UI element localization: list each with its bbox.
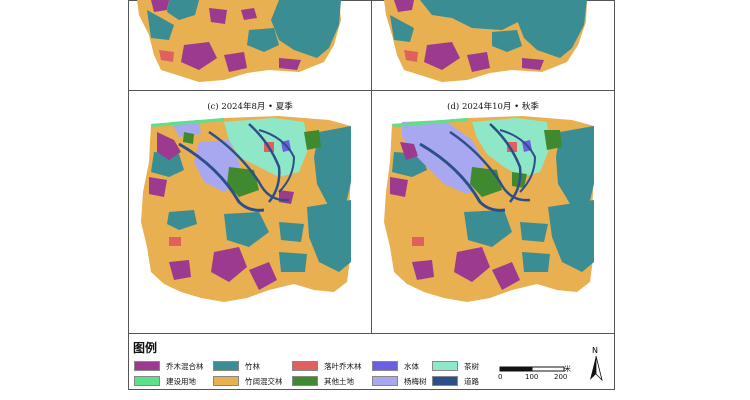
grid-line	[128, 333, 615, 334]
legend-item: 乔木混合林	[134, 360, 204, 372]
legend-title: 图例	[133, 341, 158, 355]
legend-item: 杨梅树	[372, 375, 427, 387]
legend-label: 竹阔混交林	[245, 376, 283, 386]
map-panel-a	[129, 0, 370, 90]
scale-label-100: 100	[525, 373, 539, 381]
scale-label-200: 200	[554, 373, 568, 381]
legend-label: 杨梅树	[404, 376, 427, 386]
legend-swatch	[213, 376, 239, 386]
legend-swatch	[134, 361, 160, 371]
map-panel-c	[129, 112, 370, 332]
legend-swatch	[292, 376, 318, 386]
legend-item: 茶树	[432, 360, 479, 372]
legend-label: 水体	[404, 361, 419, 371]
north-label: N	[592, 346, 598, 355]
legend-item: 落叶乔木林	[292, 360, 362, 372]
legend-swatch	[213, 361, 239, 371]
legend-item: 建设用地	[134, 375, 196, 387]
scale-unit: 米	[564, 365, 571, 373]
legend-item: 竹阔混交林	[213, 375, 283, 387]
panel-d-title: (d) 2024年10月 • 秋季	[447, 102, 539, 112]
legend-item: 水体	[372, 360, 419, 372]
legend-swatch	[432, 376, 458, 386]
legend-label: 落叶乔木林	[324, 361, 362, 371]
legend-label: 其他土地	[324, 376, 354, 386]
legend-item: 道路	[432, 375, 479, 387]
map-panel-b	[372, 0, 614, 90]
legend-swatch	[432, 361, 458, 371]
map-panel-d	[372, 112, 614, 332]
legend-label: 茶树	[464, 361, 479, 371]
legend-item: 竹林	[213, 360, 260, 372]
legend-label: 建设用地	[166, 376, 196, 386]
scale-bar: 0 100 200 米	[498, 364, 571, 386]
legend-swatch	[372, 376, 398, 386]
legend-label: 竹林	[245, 361, 260, 371]
scale-label-0: 0	[498, 373, 503, 381]
legend-label: 道路	[464, 376, 479, 386]
legend-item: 其他土地	[292, 375, 354, 387]
legend-swatch	[372, 361, 398, 371]
panel-c-title: (c) 2024年8月 • 夏季	[207, 102, 293, 112]
legend-label: 乔木混合林	[166, 361, 204, 371]
north-arrow-icon: N	[588, 346, 604, 382]
grid-line	[371, 0, 372, 333]
legend-swatch	[134, 376, 160, 386]
legend-swatch	[292, 361, 318, 371]
